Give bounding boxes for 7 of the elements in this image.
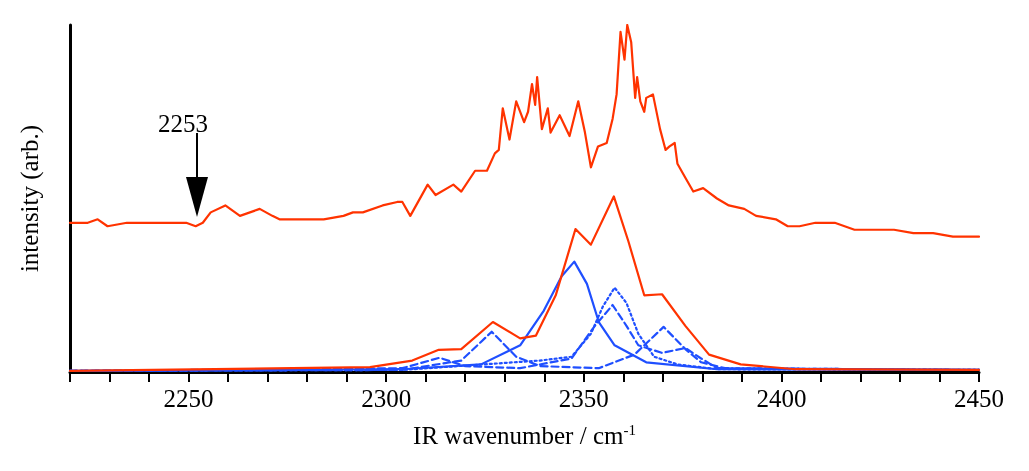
annotation: 2253: [158, 110, 208, 138]
x-tick-label: 2350: [558, 385, 609, 412]
x-tick-label: 2250: [163, 385, 214, 412]
y-axis-title: intensity (arb.): [16, 124, 44, 273]
x-tick-label: 2400: [756, 385, 807, 412]
x-tick-label: 2450: [954, 385, 1004, 412]
x-tick-label: 2300: [361, 385, 412, 412]
